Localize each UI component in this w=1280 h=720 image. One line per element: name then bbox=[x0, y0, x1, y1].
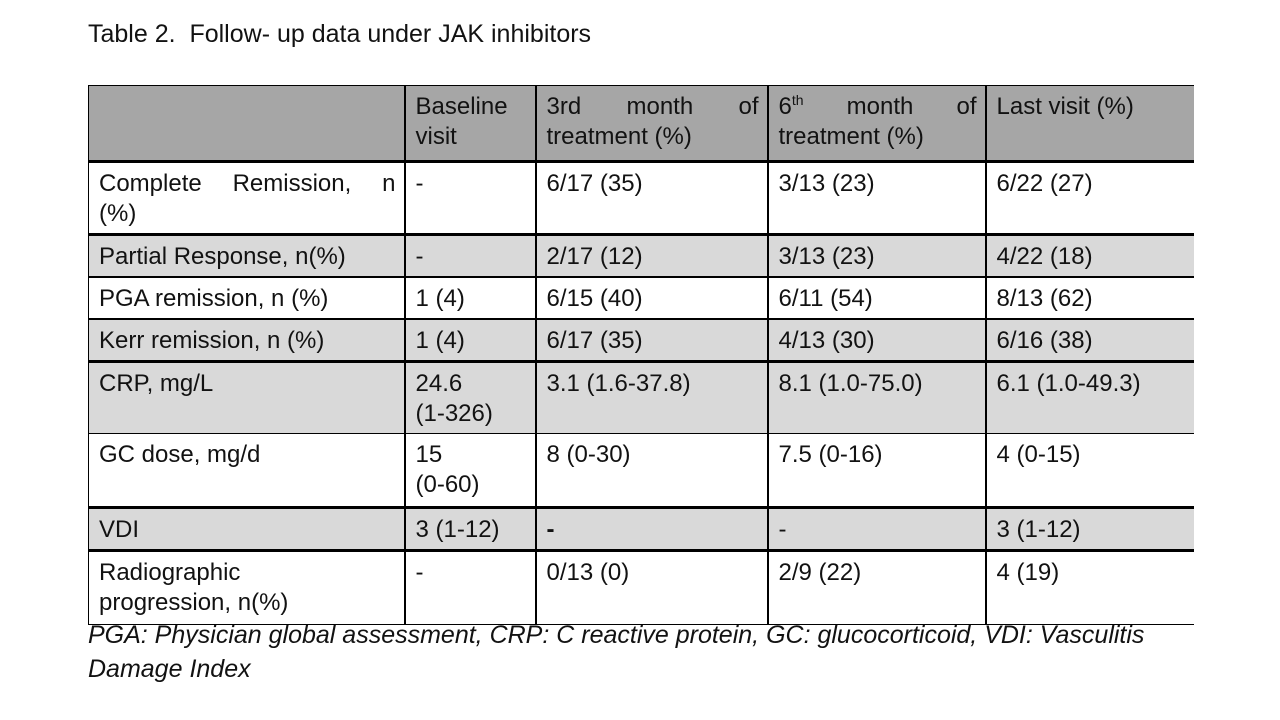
header-last-visit: Last visit (%) bbox=[984, 85, 1194, 163]
header-line: 3rd month of bbox=[546, 93, 759, 120]
value-cell-baseline: - bbox=[403, 550, 536, 625]
value-cell-baseline: 1 (4) bbox=[403, 277, 536, 320]
footnote-line: Damage Index bbox=[88, 655, 251, 683]
value-cell-last: 6.1 (1.0-49.3) bbox=[984, 361, 1194, 434]
value-cell-last: 4/22 (18) bbox=[984, 234, 1194, 278]
label-line: progression, n(%) bbox=[99, 589, 289, 616]
footnote-line: PGA: Physician global assessment, CRP: C… bbox=[88, 621, 1145, 649]
value-cell-month3: 0/13 (0) bbox=[534, 550, 768, 625]
label-line: (%) bbox=[99, 200, 137, 227]
value-cell-baseline: - bbox=[403, 234, 536, 278]
header-row: Baseline visit 3rd month of treatment (%… bbox=[88, 85, 1194, 163]
value-cell-last: 6/22 (27) bbox=[984, 161, 1194, 236]
table-row-kerr-remission: Kerr remission, n (%) 1 (4) 6/17 (35) 4/… bbox=[88, 319, 1194, 363]
value-cell-last: 3 (1-12) bbox=[984, 507, 1194, 552]
header-line: treatment (%) bbox=[546, 123, 692, 150]
value-line: 15 bbox=[415, 441, 443, 468]
value-cell-month6: 3/13 (23) bbox=[766, 234, 986, 278]
row-label-cell: CRP, mg/L bbox=[88, 361, 405, 434]
row-label-cell: Complete Remission, n (%) bbox=[88, 161, 405, 236]
table-row-vdi: VDI 3 (1-12) - - 3 (1-12) bbox=[88, 507, 1194, 552]
header-6-num: 6 bbox=[778, 93, 792, 120]
header-line: 6th month of bbox=[779, 92, 977, 122]
value-cell-month3: 6/15 (40) bbox=[534, 277, 768, 320]
value-cell-last: 6/16 (38) bbox=[984, 319, 1194, 363]
value-cell-baseline: 15 (0-60) bbox=[403, 433, 536, 509]
value-cell-month3: - bbox=[534, 507, 768, 552]
value-cell-last: 4 (19) bbox=[984, 550, 1194, 625]
row-label-cell: PGA remission, n (%) bbox=[88, 277, 405, 320]
value-line: (1-326) bbox=[415, 400, 493, 427]
row-label-cell: Radiographic progression, n(%) bbox=[88, 550, 405, 625]
value-cell-baseline: - bbox=[403, 161, 536, 236]
followup-data-table: Baseline visit 3rd month of treatment (%… bbox=[88, 85, 1194, 625]
value-cell-month3: 3.1 (1.6-37.8) bbox=[534, 361, 768, 434]
row-label-cell: Kerr remission, n (%) bbox=[88, 319, 405, 363]
table-row-crp: CRP, mg/L 24.6 (1-326) 3.1 (1.6-37.8) 8.… bbox=[88, 361, 1194, 434]
value-cell-last: 8/13 (62) bbox=[984, 277, 1194, 320]
table-row-pga-remission: PGA remission, n (%) 1 (4) 6/15 (40) 6/1… bbox=[88, 277, 1194, 320]
value-cell-month3: 2/17 (12) bbox=[534, 234, 768, 278]
value-cell-month3: 8 (0-30) bbox=[534, 433, 768, 509]
value-cell-month6: 7.5 (0-16) bbox=[766, 433, 986, 509]
table-row-radiographic-progression: Radiographic progression, n(%) - 0/13 (0… bbox=[88, 550, 1194, 625]
value-line: (0-60) bbox=[415, 471, 480, 498]
table-caption: Table 2. Follow- up data under JAK inhib… bbox=[88, 20, 592, 48]
label-line: Complete Remission, n bbox=[99, 170, 396, 197]
value-cell-baseline: 24.6 (1-326) bbox=[403, 361, 536, 434]
table-row-gc-dose: GC dose, mg/d 15 (0-60) 8 (0-30) 7.5 (0-… bbox=[88, 433, 1194, 509]
header-3rd-month: 3rd month of treatment (%) bbox=[534, 85, 768, 163]
ordinal-superscript: th bbox=[791, 92, 804, 108]
value-cell-month3: 6/17 (35) bbox=[534, 319, 768, 363]
value-line: 24.6 bbox=[415, 370, 463, 397]
value-cell-baseline: 1 (4) bbox=[403, 319, 536, 363]
header-6-rest: month of bbox=[803, 93, 977, 120]
value-cell-month6: 2/9 (22) bbox=[766, 550, 986, 625]
row-label-cell: VDI bbox=[88, 507, 405, 552]
header-line: visit bbox=[415, 123, 457, 150]
table-row-complete-remission: Complete Remission, n (%) - 6/17 (35) 3/… bbox=[88, 161, 1194, 236]
row-label-cell: GC dose, mg/d bbox=[88, 433, 405, 509]
row-label-cell: Partial Response, n(%) bbox=[88, 234, 405, 278]
header-6th-month: 6th month of treatment (%) bbox=[766, 85, 986, 163]
label-line: Radiographic bbox=[99, 559, 241, 586]
header-line: Baseline bbox=[415, 93, 508, 120]
value-cell-month6: - bbox=[766, 507, 986, 552]
header-empty-cell bbox=[88, 85, 405, 163]
value-cell-month3: 6/17 (35) bbox=[534, 161, 768, 236]
value-cell-baseline: 3 (1-12) bbox=[403, 507, 536, 552]
table-row-partial-response: Partial Response, n(%) - 2/17 (12) 3/13 … bbox=[88, 234, 1194, 278]
header-line: treatment (%) bbox=[778, 123, 924, 150]
value-cell-last: 4 (0-15) bbox=[984, 433, 1194, 509]
value-cell-month6: 4/13 (30) bbox=[766, 319, 986, 363]
value-cell-month6: 3/13 (23) bbox=[766, 161, 986, 236]
value-cell-month6: 8.1 (1.0-75.0) bbox=[766, 361, 986, 434]
header-baseline-visit: Baseline visit bbox=[403, 85, 536, 163]
value-cell-month6: 6/11 (54) bbox=[766, 277, 986, 320]
table-footnote: PGA: Physician global assessment, CRP: C… bbox=[88, 618, 1203, 686]
